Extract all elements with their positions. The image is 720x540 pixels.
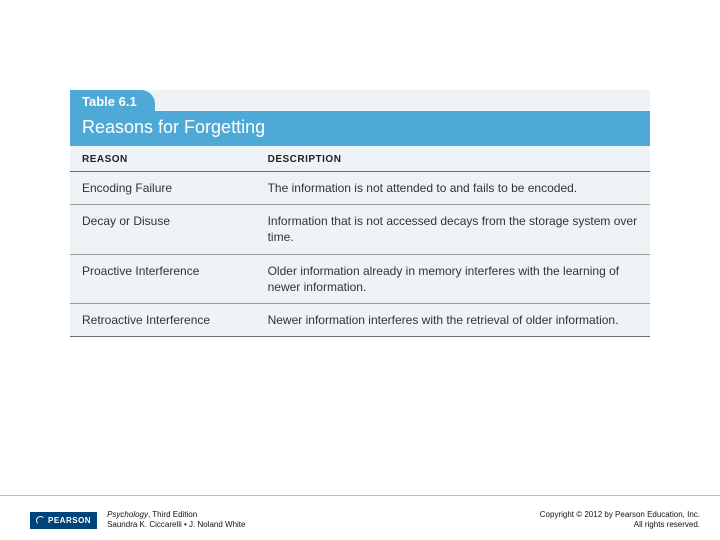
- table-row: Encoding Failure The information is not …: [70, 172, 650, 205]
- table-row: Decay or Disuse Information that is not …: [70, 205, 650, 254]
- copyright-line2: All rights reserved.: [540, 520, 700, 530]
- cell-reason: Encoding Failure: [70, 172, 256, 205]
- table-row: Proactive Interference Older information…: [70, 254, 650, 303]
- credits-line1: Psychology, Third Edition: [107, 510, 245, 520]
- credits: Psychology, Third Edition Saundra K. Cic…: [107, 510, 245, 530]
- column-header-description: DESCRIPTION: [256, 146, 650, 172]
- footer-divider: [0, 495, 720, 496]
- authors: Saundra K. Ciccarelli • J. Noland White: [107, 520, 245, 530]
- logo-arc-icon: [36, 516, 45, 525]
- column-header-reason: REASON: [70, 146, 256, 172]
- cell-reason: Retroactive Interference: [70, 303, 256, 336]
- copyright-line1: Copyright © 2012 by Pearson Education, I…: [540, 510, 700, 520]
- table-container: Table 6.1 Reasons for Forgetting REASON …: [70, 90, 650, 337]
- pearson-logo: PEARSON: [30, 512, 97, 529]
- cell-description: Information that is not accessed decays …: [256, 205, 650, 254]
- cell-description: Older information already in memory inte…: [256, 254, 650, 303]
- forgetting-table: REASON DESCRIPTION Encoding Failure The …: [70, 146, 650, 337]
- slide: Table 6.1 Reasons for Forgetting REASON …: [0, 0, 720, 540]
- copyright: Copyright © 2012 by Pearson Education, I…: [540, 510, 700, 530]
- table-header-row: REASON DESCRIPTION: [70, 146, 650, 172]
- cell-description: Newer information interferes with the re…: [256, 303, 650, 336]
- table-label: Table 6.1: [70, 90, 155, 111]
- cell-reason: Decay or Disuse: [70, 205, 256, 254]
- cell-description: The information is not attended to and f…: [256, 172, 650, 205]
- cell-reason: Proactive Interference: [70, 254, 256, 303]
- logo-text: PEARSON: [48, 516, 91, 525]
- book-edition: , Third Edition: [148, 510, 197, 519]
- table-row: Retroactive Interference Newer informati…: [70, 303, 650, 336]
- table-title: Reasons for Forgetting: [70, 111, 650, 146]
- book-title: Psychology: [107, 510, 148, 519]
- footer: PEARSON Psychology, Third Edition Saundr…: [0, 500, 720, 540]
